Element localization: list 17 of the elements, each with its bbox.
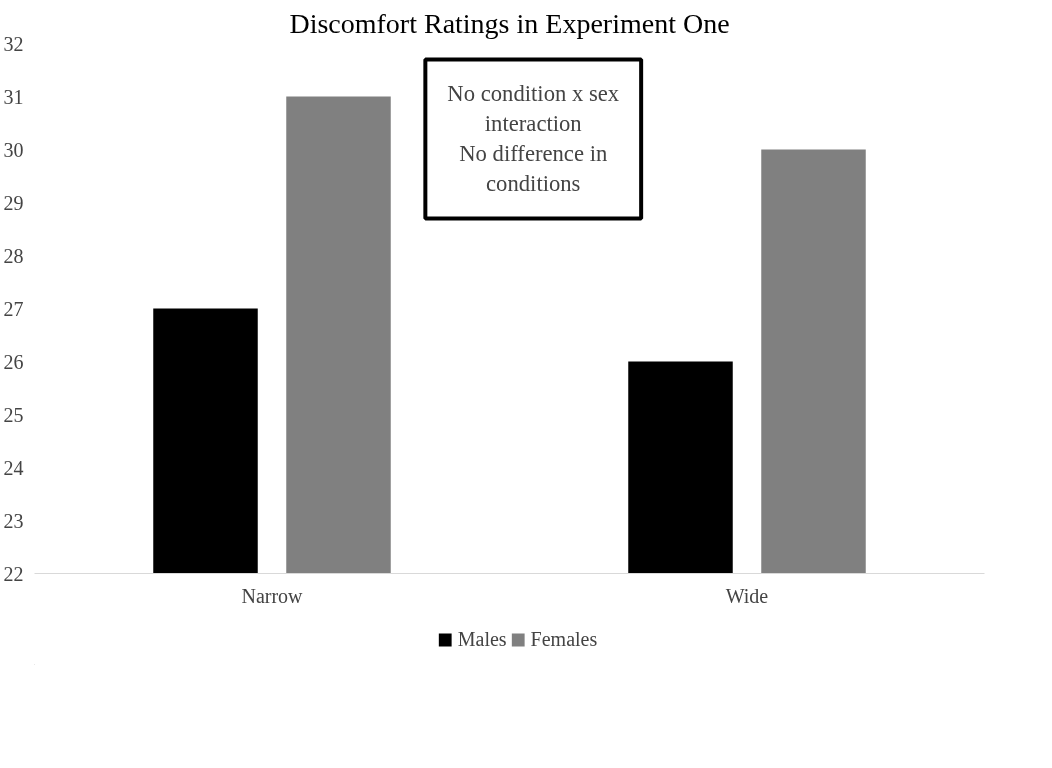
y-tick-label: 22 xyxy=(3,562,24,585)
annotation: No condition x sex interaction No difference in conditions xyxy=(447,81,620,197)
y-tick-label: 32 xyxy=(3,32,24,55)
y-tick-label: 30 xyxy=(3,138,24,161)
y-tick-label: 24 xyxy=(3,456,24,479)
legend-label: Females xyxy=(530,627,598,651)
y-tick-label: 29 xyxy=(3,191,24,214)
y-tick-label: 31 xyxy=(3,85,24,108)
y-tick-label: 25 xyxy=(3,403,24,426)
x-tick-label: Wide xyxy=(725,584,769,607)
x-tick-label: Narrow xyxy=(241,584,304,607)
y-tick-label: 27 xyxy=(3,297,24,320)
y-tick-label: 28 xyxy=(3,244,24,267)
y-tick-label: 23 xyxy=(3,509,24,532)
legend-label: Males xyxy=(457,627,507,651)
chart-title: Discomfort Ratings in Experiment One xyxy=(289,7,730,39)
y-tick-label: 26 xyxy=(3,350,24,373)
